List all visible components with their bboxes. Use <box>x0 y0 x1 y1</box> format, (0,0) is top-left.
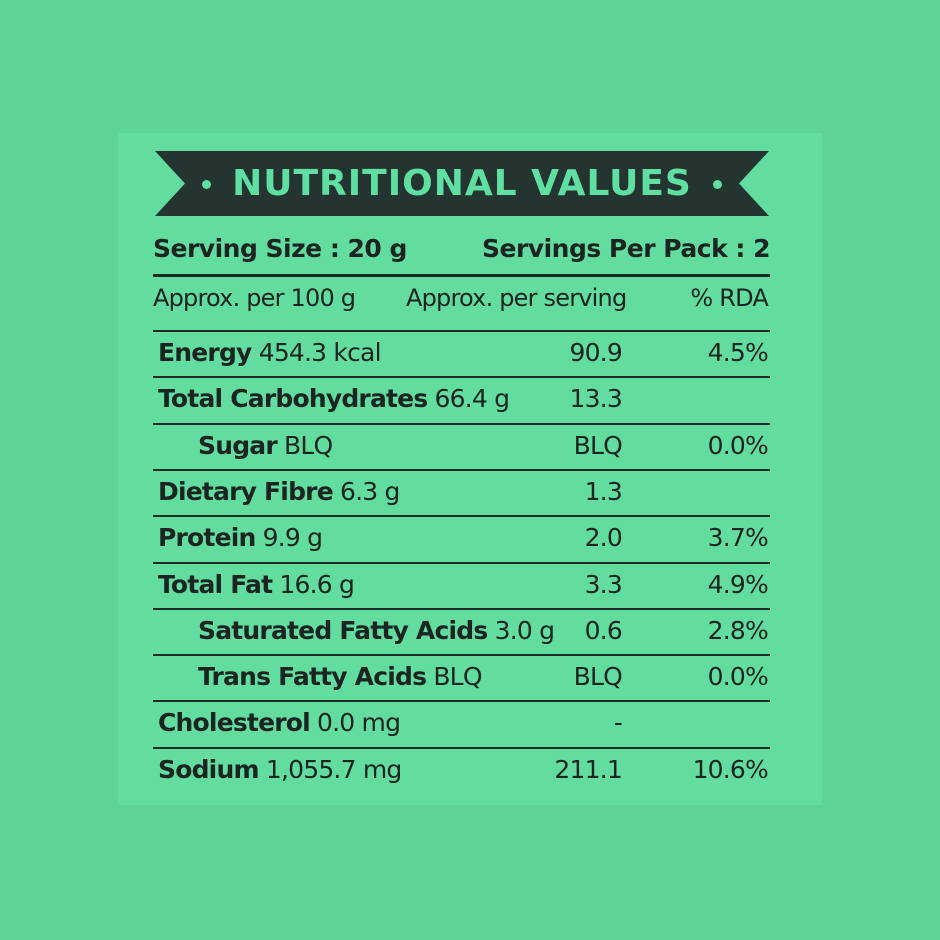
table-row: Total Carbohydrates 66.4 g 13.3 <box>153 384 770 428</box>
serving-size: Serving Size : 20 g <box>153 233 407 263</box>
nutrient-amount: 6.3 g <box>332 476 400 506</box>
per-serving-value: 3.3 <box>584 569 623 599</box>
per-serving-value: 1.3 <box>584 476 623 506</box>
banner-dot-left <box>202 180 211 189</box>
table-header: Approx. per 100 g Approx. per serving % … <box>153 284 770 324</box>
row-divider <box>153 376 770 379</box>
banner-ribbon-shape <box>155 151 769 216</box>
table-row: Sugar BLQ BLQ 0.0% <box>153 431 770 475</box>
nutrient-amount: 66.4 g <box>427 384 510 414</box>
per-serving-value: BLQ <box>573 662 623 692</box>
title-banner: NUTRITIONAL VALUES <box>155 151 769 216</box>
per-serving-value: 211.1 <box>554 754 622 784</box>
rda-value: 10.6% <box>692 754 769 784</box>
per-serving-value: 0.6 <box>584 615 623 645</box>
nutrient-amount: BLQ <box>426 662 482 692</box>
rda-value: 3.7% <box>707 523 769 553</box>
nutrient-name: Total Carbohydrates <box>158 384 428 414</box>
banner-dot-right <box>713 180 722 189</box>
table-row: Dietary Fibre 6.3 g 1.3 <box>153 477 770 521</box>
header-per-100g: Approx. per 100 g <box>153 284 356 312</box>
nutrient-cell: Trans Fatty Acids BLQ <box>198 662 482 691</box>
nutrient-cell: Dietary Fibre 6.3 g <box>158 477 400 506</box>
nutrient-cell: Saturated Fatty Acids 3.0 g <box>198 615 555 645</box>
nutrient-cell: Total Carbohydrates 66.4 g <box>158 384 510 414</box>
table-row: Cholesterol 0.0 mg - <box>153 708 770 752</box>
nutrient-amount: 1,055.7 mg <box>258 754 402 784</box>
rda-value: 4.9% <box>707 569 769 599</box>
nutrient-name: Sodium <box>158 754 260 784</box>
nutrient-name: Protein <box>158 523 256 553</box>
nutrient-cell: Sodium 1,055.7 mg <box>158 754 402 784</box>
nutrient-name: Sugar <box>198 430 278 460</box>
nutrient-amount: 0.0 mg <box>309 708 401 738</box>
servings-per-pack: Servings Per Pack : 2 <box>481 233 771 263</box>
rda-value: 2.8% <box>707 615 769 645</box>
nutrient-name: Energy <box>158 338 252 367</box>
nutrient-name: Dietary Fibre <box>158 476 334 506</box>
row-divider <box>153 330 770 332</box>
table-row: Total Fat 16.6 g 3.3 4.9% <box>153 570 770 614</box>
row-divider <box>153 607 770 610</box>
row-divider <box>153 746 770 749</box>
row-divider <box>153 654 770 657</box>
per-serving-value: - <box>613 708 623 738</box>
row-divider <box>153 561 770 564</box>
nutrient-name: Trans Fatty Acids <box>198 662 427 692</box>
per-serving-value: 13.3 <box>569 384 623 414</box>
nutrient-cell: Energy 454.3 kcal <box>158 338 382 367</box>
nutrient-amount: 454.3 kcal <box>251 338 382 367</box>
header-per-serving: Approx. per serving <box>406 284 627 312</box>
nutrient-cell: Protein 9.9 g <box>158 523 323 553</box>
nutrient-cell: Sugar BLQ <box>198 430 333 460</box>
rda-value: 0.0% <box>707 430 769 460</box>
nutrient-amount: 16.6 g <box>272 569 355 599</box>
table-row: Sodium 1,055.7 mg 211.1 10.6% <box>153 755 770 799</box>
rda-value: 0.0% <box>707 662 769 692</box>
nutrient-amount: 9.9 g <box>255 523 323 553</box>
nutrient-cell: Cholesterol 0.0 mg <box>158 708 401 738</box>
row-divider <box>153 515 770 518</box>
serving-info: Serving Size : 20 g Servings Per Pack : … <box>153 228 771 268</box>
row-divider <box>153 422 770 425</box>
nutrient-name: Total Fat <box>158 569 273 599</box>
table-row: Energy 454.3 kcal 90.9 4.5% <box>153 338 770 382</box>
per-serving-value: BLQ <box>573 430 623 460</box>
row-divider <box>153 700 770 703</box>
row-divider <box>153 468 770 471</box>
header-rda: % RDA <box>690 284 768 312</box>
rda-value: 4.5% <box>707 338 769 367</box>
nutrient-amount: BLQ <box>276 430 333 460</box>
page-title: NUTRITIONAL VALUES <box>232 163 692 204</box>
per-serving-value: 90.9 <box>569 338 623 367</box>
nutrient-cell: Total Fat 16.6 g <box>158 569 355 599</box>
table-row: Trans Fatty Acids BLQ BLQ 0.0% <box>153 662 770 706</box>
table-row: Protein 9.9 g 2.0 3.7% <box>153 523 770 567</box>
nutrient-name: Cholesterol <box>158 708 311 738</box>
table-row: Saturated Fatty Acids 3.0 g 0.6 2.8% <box>153 616 770 660</box>
per-serving-value: 2.0 <box>584 523 623 553</box>
divider <box>153 274 770 277</box>
nutrient-name: Saturated Fatty Acids <box>198 615 488 645</box>
nutrient-amount: 3.0 g <box>487 615 555 645</box>
